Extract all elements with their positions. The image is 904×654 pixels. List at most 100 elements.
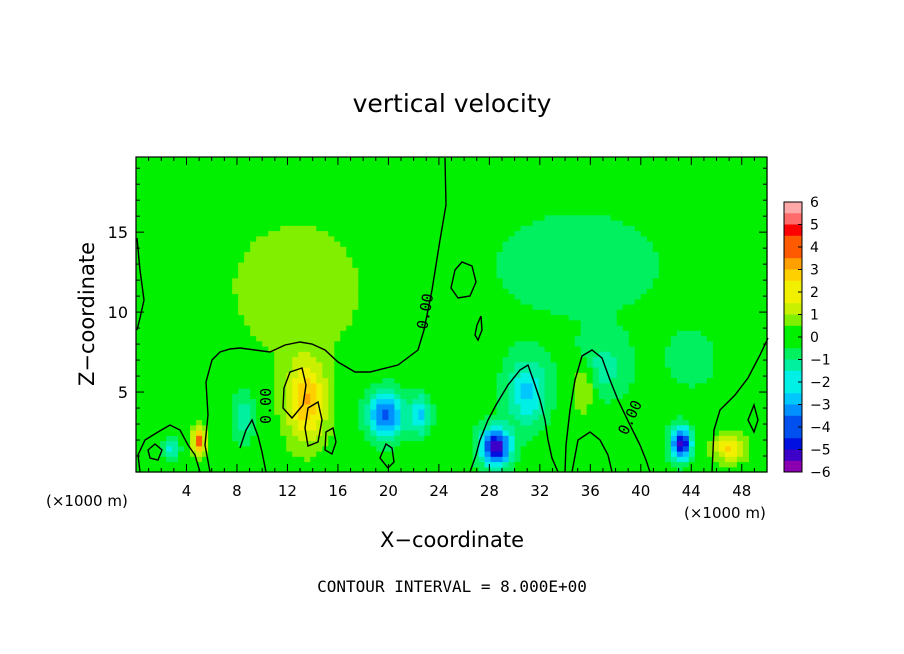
heatmap-cell — [610, 283, 618, 289]
heatmap-cell — [172, 398, 179, 405]
heatmap-cell — [562, 309, 570, 316]
heatmap-cell — [340, 230, 347, 237]
heatmap-cell — [238, 262, 245, 268]
heatmap-cell — [400, 298, 408, 305]
heatmap-cell — [256, 241, 263, 247]
heatmap-cell — [184, 456, 191, 463]
heatmap-cell — [538, 256, 546, 263]
heatmap-cell — [460, 225, 468, 232]
heatmap-cell — [562, 351, 570, 358]
heatmap-cell — [172, 367, 179, 373]
heatmap-cell — [310, 435, 317, 442]
heatmap-cell — [202, 157, 209, 163]
heatmap-cell — [154, 367, 161, 373]
heatmap-cell — [370, 304, 377, 310]
heatmap-cell — [454, 325, 462, 331]
heatmap-cell — [508, 398, 516, 405]
heatmap-cell — [334, 361, 341, 368]
heatmap-cell — [484, 230, 492, 237]
heatmap-cell — [160, 398, 167, 405]
heatmap-cell — [598, 335, 606, 342]
heatmap-cell — [286, 330, 293, 337]
heatmap-cell — [154, 199, 161, 205]
heatmap-cell — [358, 241, 365, 247]
heatmap-cell — [250, 235, 257, 242]
heatmap-cell — [190, 267, 197, 274]
heatmap-cell — [358, 162, 365, 169]
heatmap-cell — [418, 351, 426, 358]
heatmap-cell — [502, 440, 510, 447]
heatmap-cell — [496, 309, 504, 316]
heatmap-cell — [508, 314, 516, 321]
heatmap-cell — [436, 298, 444, 305]
heatmap-cell — [592, 445, 600, 452]
heatmap-cell — [490, 267, 498, 274]
heatmap-cell — [298, 220, 305, 226]
heatmap-cell — [274, 372, 281, 379]
heatmap-cell — [232, 272, 239, 279]
heatmap-cell — [256, 382, 263, 389]
heatmap-cell — [376, 225, 383, 232]
heatmap-cell — [184, 220, 191, 226]
heatmap-cell — [262, 235, 269, 242]
heatmap-cell — [568, 267, 576, 274]
heatmap-cell — [376, 267, 383, 274]
heatmap-cell — [556, 335, 564, 342]
heatmap-cell — [340, 293, 347, 300]
heatmap-cell — [346, 172, 353, 179]
heatmap-cell — [352, 298, 359, 305]
heatmap-cell — [364, 424, 371, 431]
heatmap-cell — [250, 309, 257, 316]
heatmap-cell — [496, 319, 504, 326]
heatmap-cell — [478, 451, 486, 457]
heatmap-cell — [208, 251, 215, 258]
heatmap-cell — [526, 162, 534, 169]
heatmap-cell — [232, 409, 239, 415]
heatmap-cell — [394, 199, 402, 205]
heatmap-cell — [610, 377, 618, 384]
heatmap-cell — [526, 335, 534, 342]
heatmap-cell — [478, 330, 486, 337]
heatmap-cell — [202, 220, 209, 226]
heatmap-cell — [610, 382, 618, 389]
heatmap-cell — [184, 398, 191, 405]
heatmap-cell — [382, 466, 389, 473]
heatmap-cell — [382, 335, 389, 342]
heatmap-cell — [154, 346, 161, 352]
heatmap-cell — [496, 393, 504, 400]
heatmap-cell — [580, 188, 588, 195]
heatmap-cell — [604, 241, 612, 247]
heatmap-cell — [544, 382, 552, 389]
heatmap-cell — [598, 351, 606, 358]
heatmap-cell — [400, 288, 408, 295]
heatmap-cell — [424, 430, 432, 436]
heatmap-cell — [334, 330, 341, 337]
heatmap-cell — [514, 172, 522, 179]
heatmap-cell — [544, 178, 552, 184]
heatmap-cell — [358, 225, 365, 232]
heatmap-cell — [328, 288, 335, 295]
heatmap-cell — [304, 445, 311, 452]
heatmap-cell — [574, 235, 582, 242]
heatmap-cell — [238, 388, 245, 394]
heatmap-cell — [358, 388, 365, 394]
heatmap-cell — [586, 188, 594, 195]
heatmap-cell — [550, 367, 558, 373]
heatmap-cell — [526, 325, 534, 331]
heatmap-cell — [148, 419, 155, 426]
heatmap-cell — [334, 409, 341, 415]
heatmap-cell — [484, 325, 492, 331]
heatmap-cell — [544, 288, 552, 295]
heatmap-cell — [562, 256, 570, 263]
heatmap-cell — [172, 451, 179, 457]
heatmap-cell — [454, 162, 462, 169]
heatmap-cell — [298, 340, 305, 347]
heatmap-cell — [568, 325, 576, 331]
heatmap-cell — [178, 419, 185, 426]
heatmap-cell — [394, 283, 402, 289]
heatmap-cell — [394, 335, 402, 342]
heatmap-cell — [502, 414, 510, 421]
heatmap-cell — [448, 346, 456, 352]
heatmap-cell — [274, 288, 281, 295]
heatmap-cell — [190, 319, 197, 326]
